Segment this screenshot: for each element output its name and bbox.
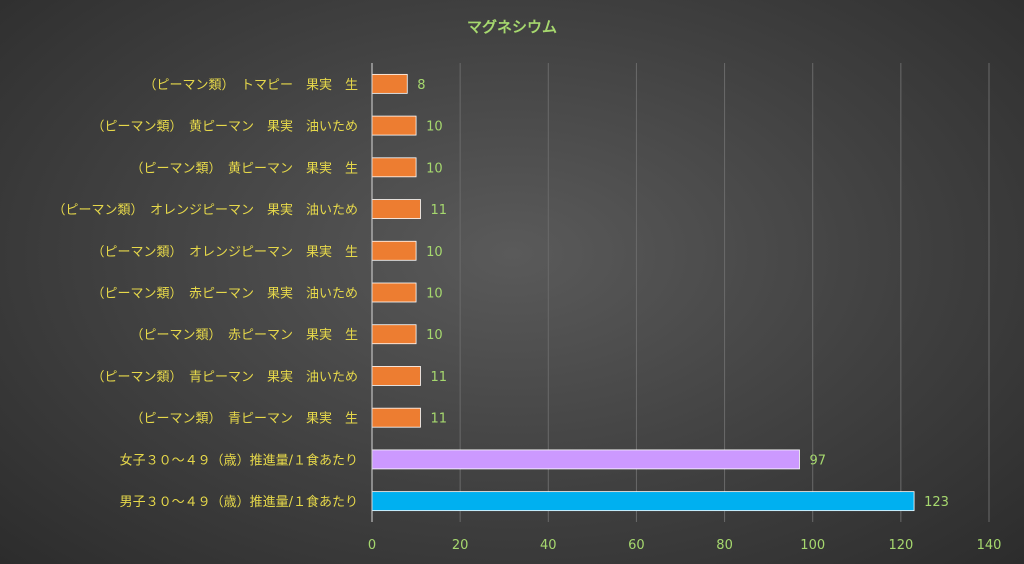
- x-tick-label: 20: [452, 538, 469, 553]
- x-tick-label: 120: [888, 538, 913, 553]
- x-tick-label: 60: [628, 538, 645, 553]
- category-label: 女子３０～４９（歳）推進量/１食あたり: [120, 452, 358, 468]
- data-label: 11: [430, 370, 447, 385]
- x-tick-label: 40: [540, 538, 557, 553]
- bar: [371, 324, 417, 345]
- category-label: （ピーマン類） 赤ピーマン 果実 油いため: [91, 286, 358, 302]
- x-tick-label: 140: [977, 538, 1002, 553]
- data-labels: 8 10 10 11 10 10 10 11 11 97 123: [417, 78, 949, 510]
- bar: [371, 449, 800, 470]
- chart-title: マグネシウム: [467, 18, 557, 36]
- bar: [371, 282, 417, 303]
- data-label: 10: [426, 328, 443, 343]
- bar: [371, 366, 421, 386]
- data-label: 10: [426, 120, 443, 135]
- category-label: （ピーマン類） 黄ピーマン 果実 生: [130, 160, 358, 176]
- bar: [371, 491, 915, 512]
- data-label: 11: [430, 412, 447, 427]
- bar: [371, 407, 421, 428]
- data-label: 97: [809, 453, 826, 468]
- bar: [371, 115, 417, 136]
- data-label: 11: [430, 203, 447, 218]
- category-label: 男子３０～４９（歳）推進量/１食あたり: [120, 494, 358, 510]
- data-label: 10: [426, 245, 443, 260]
- bar: [371, 157, 417, 178]
- x-axis-ticks: 0 20 40 60 80 100 120 140: [368, 538, 1002, 553]
- category-labels: （ピーマン類） トマピー 果実 生 （ピーマン類） 黄ピーマン 果実 油いため （ピ…: [52, 77, 358, 510]
- x-tick-label: 80: [716, 538, 733, 553]
- x-tick-label: 0: [368, 538, 376, 553]
- category-label: （ピーマン類） 青ピーマン 果実 生: [130, 411, 358, 427]
- data-label: 10: [426, 161, 443, 176]
- data-label: 123: [924, 495, 949, 510]
- category-label: （ピーマン類） オレンジピーマン 果実 油いため: [52, 202, 358, 218]
- category-label: （ピーマン類） 黄ピーマン 果実 油いため: [91, 119, 358, 135]
- category-label: （ピーマン類） トマピー 果実 生: [143, 77, 358, 93]
- x-tick-label: 100: [800, 538, 825, 553]
- bars: [371, 73, 915, 512]
- data-label: 10: [426, 287, 443, 302]
- category-label: （ピーマン類） オレンジピーマン 果実 生: [91, 244, 358, 260]
- bar: [371, 73, 408, 94]
- gridlines: [459, 63, 990, 522]
- bar: [371, 240, 417, 261]
- data-label: 8: [417, 78, 425, 93]
- bar: [371, 199, 421, 219]
- category-label: （ピーマン類） 赤ピーマン 果実 生: [130, 327, 358, 343]
- category-label: （ピーマン類） 青ピーマン 果実 油いため: [91, 369, 358, 385]
